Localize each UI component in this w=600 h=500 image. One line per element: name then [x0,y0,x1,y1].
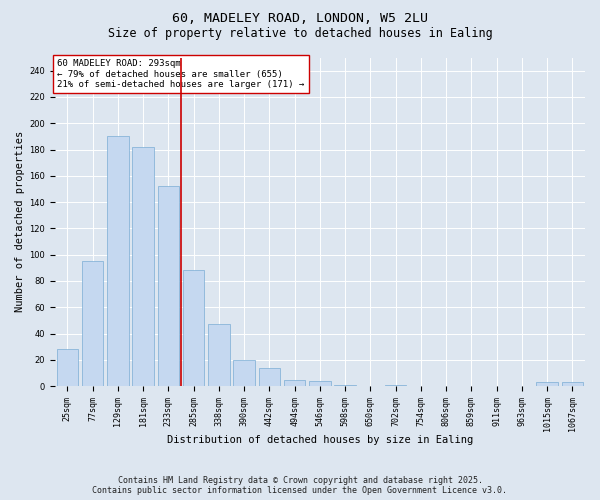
Bar [208,324,230,386]
Bar [56,350,78,386]
X-axis label: Distribution of detached houses by size in Ealing: Distribution of detached houses by size … [167,435,473,445]
Bar [284,380,305,386]
Bar [334,385,356,386]
Bar [133,147,154,386]
Bar [183,270,205,386]
Text: 60, MADELEY ROAD, LONDON, W5 2LU: 60, MADELEY ROAD, LONDON, W5 2LU [172,12,428,26]
Bar [82,261,103,386]
Bar [233,360,255,386]
Text: 60 MADELEY ROAD: 293sqm
← 79% of detached houses are smaller (655)
21% of semi-d: 60 MADELEY ROAD: 293sqm ← 79% of detache… [58,59,305,89]
Y-axis label: Number of detached properties: Number of detached properties [15,131,25,312]
Bar [309,381,331,386]
Bar [107,136,128,386]
Bar [158,186,179,386]
Bar [259,368,280,386]
Bar [536,382,558,386]
Text: Contains HM Land Registry data © Crown copyright and database right 2025.
Contai: Contains HM Land Registry data © Crown c… [92,476,508,495]
Bar [562,382,583,386]
Bar [385,385,406,386]
Text: Size of property relative to detached houses in Ealing: Size of property relative to detached ho… [107,28,493,40]
